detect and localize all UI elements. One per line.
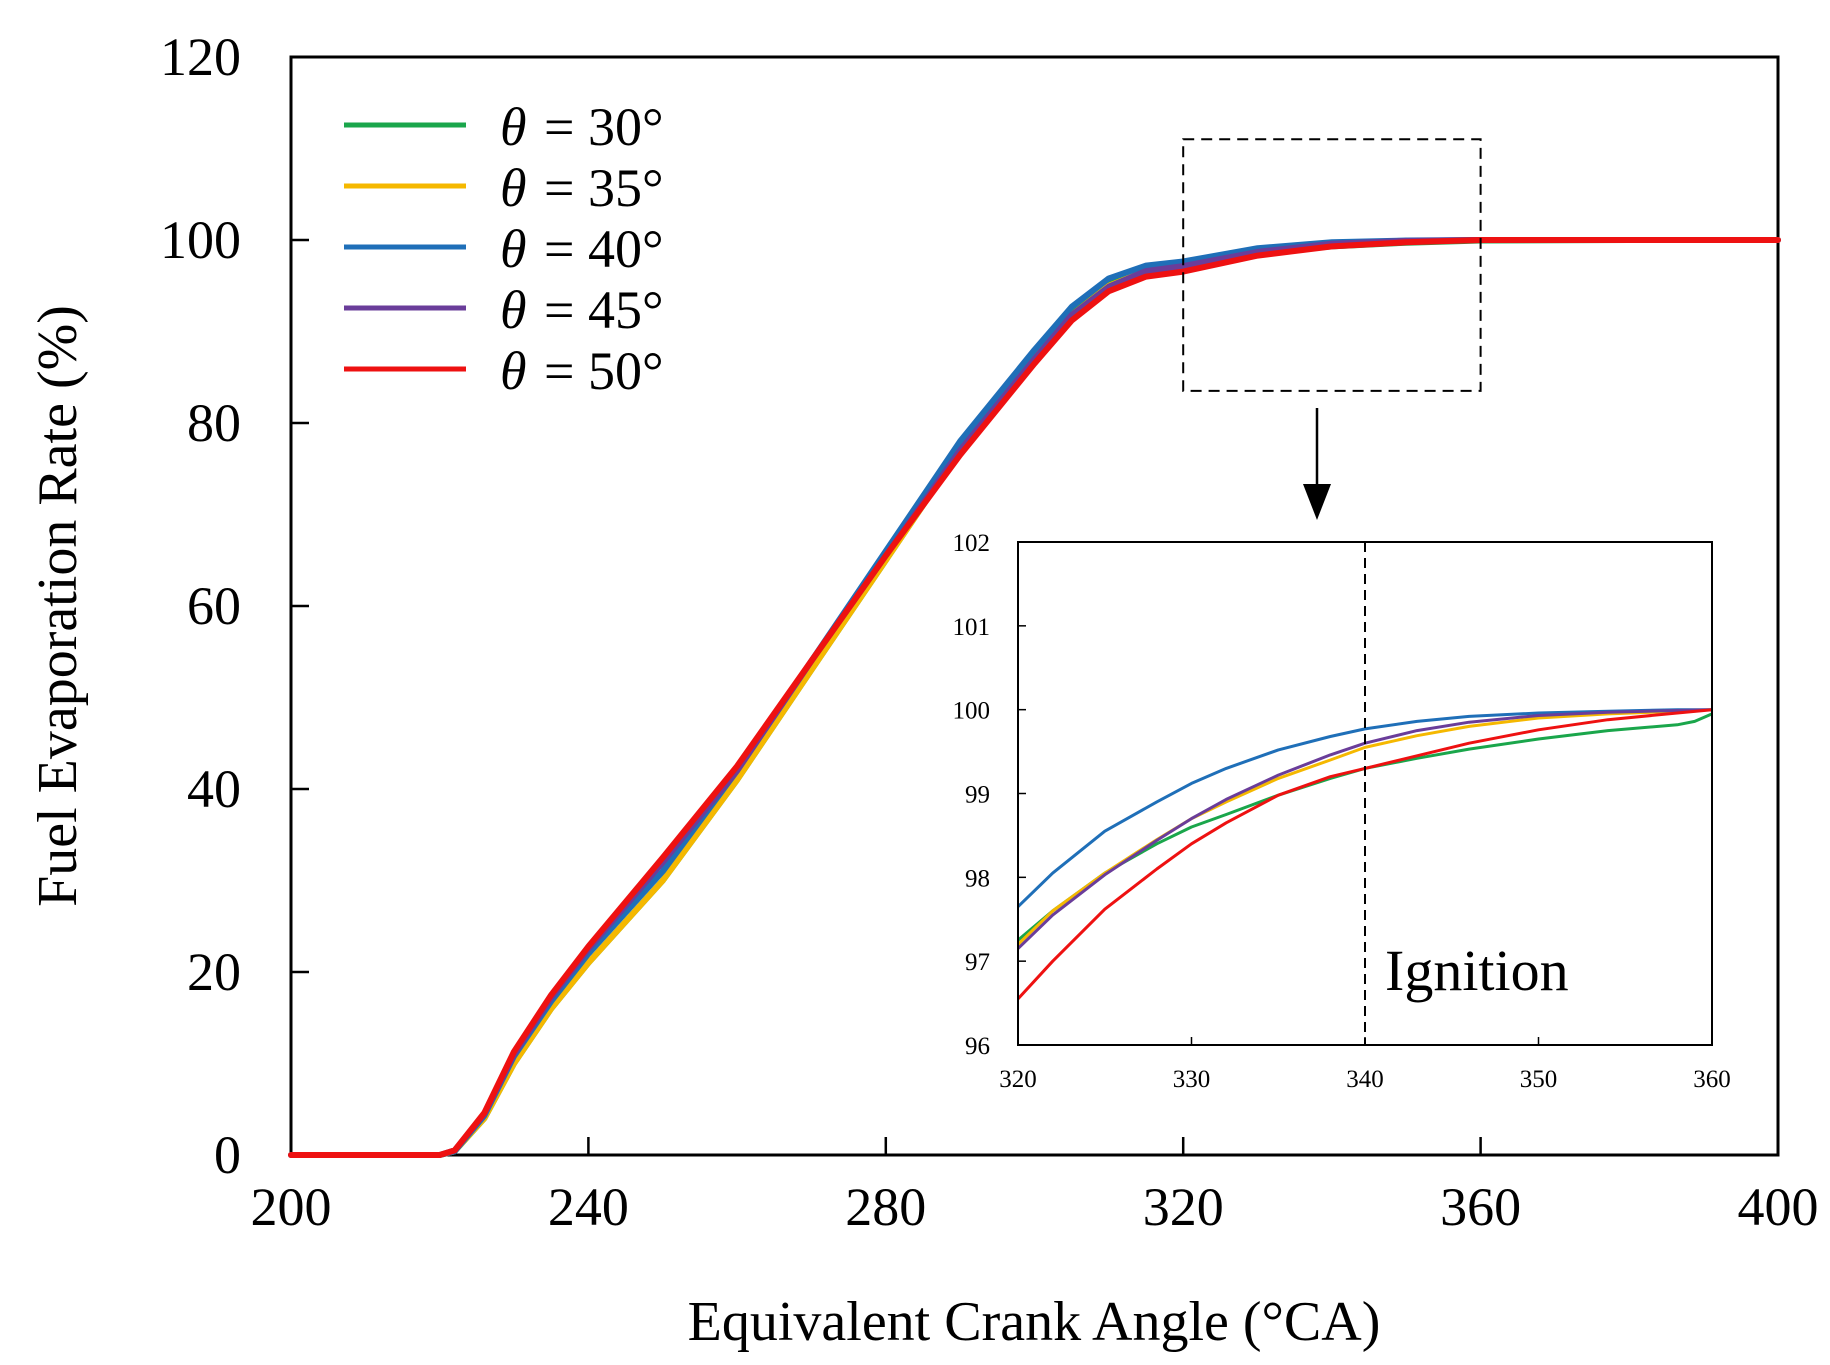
x-tick-label: 360 <box>1440 1177 1521 1237</box>
main-axis-ticks: 200 240 280 320 360 400 0 20 40 60 80 100 120 <box>160 27 1819 1237</box>
inset-plot-background <box>1018 542 1712 1045</box>
legend-theta-symbol: θ <box>500 158 527 218</box>
inset-x-tick-label: 350 <box>1520 1066 1558 1093</box>
inset-y-tick-label: 97 <box>965 949 990 976</box>
x-tick-label: 320 <box>1143 1177 1224 1237</box>
legend: θ = 30° θ = 35° θ = 40° θ = 45° θ = 50° <box>344 97 664 401</box>
x-tick-label: 200 <box>251 1177 332 1237</box>
y-tick-label: 20 <box>187 942 241 1002</box>
inset-plot-frame <box>1017 541 1713 1046</box>
legend-theta-symbol: θ <box>500 341 527 401</box>
inset-y-tick-label: 96 <box>965 1033 990 1060</box>
inset-x-tick-label: 330 <box>1173 1066 1211 1093</box>
zoom-region-box <box>1182 138 1482 392</box>
x-tick-label: 240 <box>548 1177 629 1237</box>
ignition-label: Ignition <box>1385 938 1569 1003</box>
legend-label: = 50° <box>544 341 664 401</box>
y-tick-label: 80 <box>187 393 241 453</box>
x-tick-label: 400 <box>1738 1177 1819 1237</box>
legend-item: θ = 35° <box>344 158 664 218</box>
main-series-line <box>288 237 1781 1158</box>
inset-x-tick-label: 340 <box>1346 1066 1384 1093</box>
legend-item: θ = 45° <box>344 280 664 340</box>
x-tick-label: 280 <box>845 1177 926 1237</box>
inset-series-line <box>1016 708 1713 950</box>
y-tick-label: 60 <box>187 576 241 636</box>
y-tick-label: 0 <box>214 1125 241 1185</box>
legend-item: θ = 30° <box>344 97 664 157</box>
inset-x-tick-label: 360 <box>1693 1066 1731 1093</box>
inset-series-group <box>1016 708 1713 1000</box>
inset-x-tick-label: 320 <box>999 1066 1037 1093</box>
y-tick-label: 100 <box>160 210 241 270</box>
y-tick-label: 40 <box>187 759 241 819</box>
legend-item: θ = 40° <box>344 219 664 279</box>
inset-series-line <box>1016 708 1713 1000</box>
legend-item: θ = 50° <box>344 341 664 401</box>
legend-label: = 40° <box>544 219 664 279</box>
inset-y-tick-label: 99 <box>965 782 990 809</box>
y-tick-label: 120 <box>160 27 241 87</box>
inset-axis-ticks: 320 330 340 350 360 96 97 98 99 100 101 102 <box>953 530 1731 1093</box>
legend-label: = 30° <box>544 97 664 157</box>
inset-y-tick-label: 100 <box>953 698 991 725</box>
zoom-arrow-head <box>1303 484 1331 520</box>
legend-label: = 45° <box>544 280 664 340</box>
main-series-group <box>288 237 1781 1158</box>
inset-y-tick-label: 101 <box>953 614 991 641</box>
y-axis-title: Fuel Evaporation Rate (%) <box>27 305 89 907</box>
inset-y-tick-label: 102 <box>953 530 991 557</box>
legend-theta-symbol: θ <box>500 280 527 340</box>
legend-theta-symbol: θ <box>500 219 527 279</box>
x-axis-title: Equivalent Crank Angle (°CA) <box>688 1291 1381 1353</box>
inset-y-tick-label: 98 <box>965 865 990 892</box>
legend-label: = 35° <box>544 158 664 218</box>
legend-theta-symbol: θ <box>500 97 527 157</box>
